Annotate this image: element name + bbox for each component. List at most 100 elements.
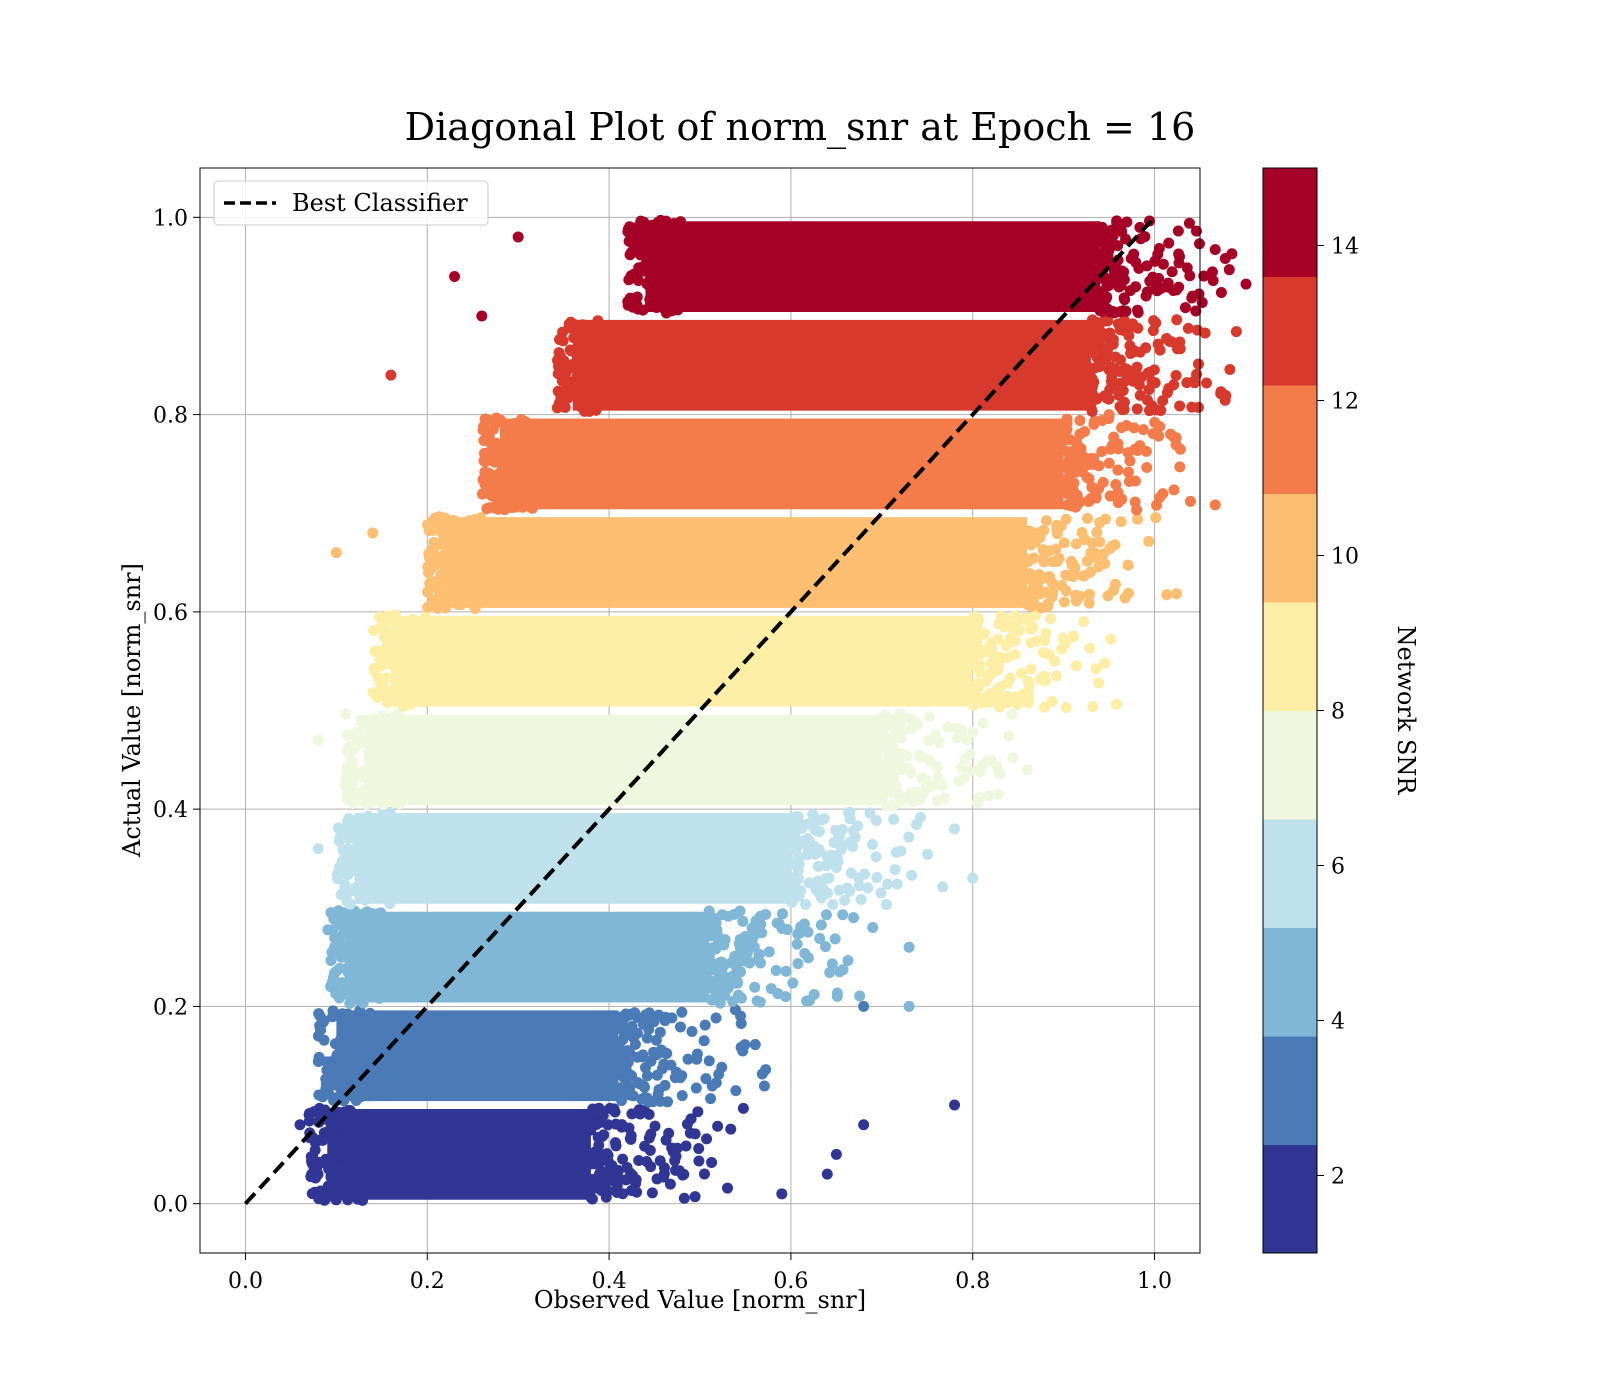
x-axis-label: Observed Value [norm_snr] — [534, 1286, 866, 1314]
scatter-point — [662, 1096, 674, 1108]
scatter-point — [887, 714, 899, 726]
scatter-point — [1224, 364, 1236, 376]
scatter-point — [1099, 348, 1111, 360]
scatter-point — [833, 884, 845, 896]
scatter-point — [881, 786, 893, 798]
scatter-point — [327, 1079, 339, 1091]
scatter-point — [788, 815, 800, 827]
scatter-point — [710, 1012, 722, 1024]
scatter-point — [1086, 405, 1098, 417]
scatter-point — [495, 414, 507, 426]
scatter-point — [1050, 543, 1062, 555]
scatter-point — [460, 550, 472, 562]
scatter-point — [329, 941, 341, 953]
scatter-point — [1101, 331, 1113, 343]
scatter-point — [932, 778, 944, 790]
band-core-snr-2 — [327, 1108, 591, 1200]
scatter-point — [1161, 281, 1173, 293]
scatter-point — [1150, 512, 1162, 524]
scatter-point — [889, 731, 901, 743]
band-core-snr-13 — [572, 319, 1091, 411]
scatter-point — [684, 1127, 696, 1139]
scatter-point-outlier — [1039, 675, 1051, 687]
scatter-point — [1188, 375, 1200, 387]
scatter-point-outlier — [858, 1000, 870, 1012]
scatter-point — [374, 783, 386, 795]
scatter-point — [756, 927, 768, 939]
scatter-point — [1055, 520, 1067, 532]
scatter-point — [992, 788, 1004, 800]
scatter-point — [1060, 432, 1072, 444]
scatter-point — [362, 983, 374, 995]
scatter-point — [610, 1140, 622, 1152]
scatter-point-outlier — [858, 1119, 870, 1131]
scatter-point — [565, 345, 577, 357]
scatter-point — [1090, 663, 1102, 675]
scatter-point — [615, 1068, 627, 1080]
scatter-point — [357, 1184, 369, 1196]
scatter-point — [870, 851, 882, 863]
scatter-point — [327, 1169, 339, 1181]
scatter-point — [1096, 248, 1108, 260]
scatter-point — [337, 1008, 349, 1020]
scatter-point — [991, 761, 1003, 773]
scatter-point — [1200, 377, 1212, 389]
y-tick-label: 0.4 — [153, 798, 188, 823]
scatter-point — [666, 1012, 678, 1024]
scatter-point — [864, 807, 876, 819]
scatter-point — [1103, 364, 1115, 376]
scatter-point — [1090, 489, 1102, 501]
scatter-point — [452, 598, 464, 610]
scatter-point-outlier — [449, 271, 461, 282]
scatter-point — [967, 690, 979, 702]
scatter-point — [703, 1055, 715, 1067]
y-tick-label: 1.0 — [153, 206, 188, 231]
scatter-point — [393, 749, 405, 761]
best-classifier-line-layer — [243, 215, 1157, 1206]
scatter-point — [366, 797, 378, 809]
scatter-point — [674, 1021, 686, 1033]
scatter-point — [472, 597, 484, 609]
scatter-point — [1023, 525, 1035, 537]
scatter-point — [641, 257, 653, 269]
scatter-point — [818, 813, 830, 825]
scatter-point — [791, 938, 803, 950]
scatter-point — [637, 1051, 649, 1063]
scatter-point — [786, 893, 798, 905]
scatter-point — [631, 291, 643, 303]
scatter-point — [622, 299, 634, 311]
band-core-snr-5 — [345, 911, 710, 1003]
scatter-point — [585, 361, 597, 373]
scatter-point — [968, 611, 980, 623]
scatter-point — [652, 1092, 664, 1104]
scatter-point — [891, 878, 903, 890]
scatter-point — [369, 764, 381, 776]
colorbar-tick-label: 10 — [1331, 545, 1359, 570]
scatter-point — [357, 719, 369, 731]
scatter-point — [517, 430, 529, 442]
scatter-point — [1174, 461, 1186, 473]
scatter-point — [1007, 752, 1019, 764]
scatter-point — [1112, 464, 1124, 476]
scatter-point — [809, 848, 821, 860]
scatter-point — [1172, 225, 1184, 237]
scatter-point — [1129, 475, 1141, 487]
scatter-point — [880, 899, 892, 911]
scatter-point — [626, 1184, 638, 1196]
scatter-point — [1106, 380, 1118, 392]
scatter-point — [458, 534, 470, 546]
scatter-point — [880, 772, 892, 784]
scatter-point — [641, 1155, 653, 1167]
scatter-point — [313, 1008, 325, 1020]
scatter-point — [931, 761, 943, 773]
scatter-point — [1083, 597, 1095, 609]
scatter-point — [343, 813, 355, 825]
scatter-point — [922, 848, 934, 860]
scatter-point — [507, 486, 519, 498]
scatter-point — [1125, 348, 1137, 360]
scatter-point — [357, 913, 369, 925]
scatter-point — [600, 1191, 612, 1203]
scatter-point — [319, 1104, 331, 1116]
scatter-point — [426, 545, 438, 557]
